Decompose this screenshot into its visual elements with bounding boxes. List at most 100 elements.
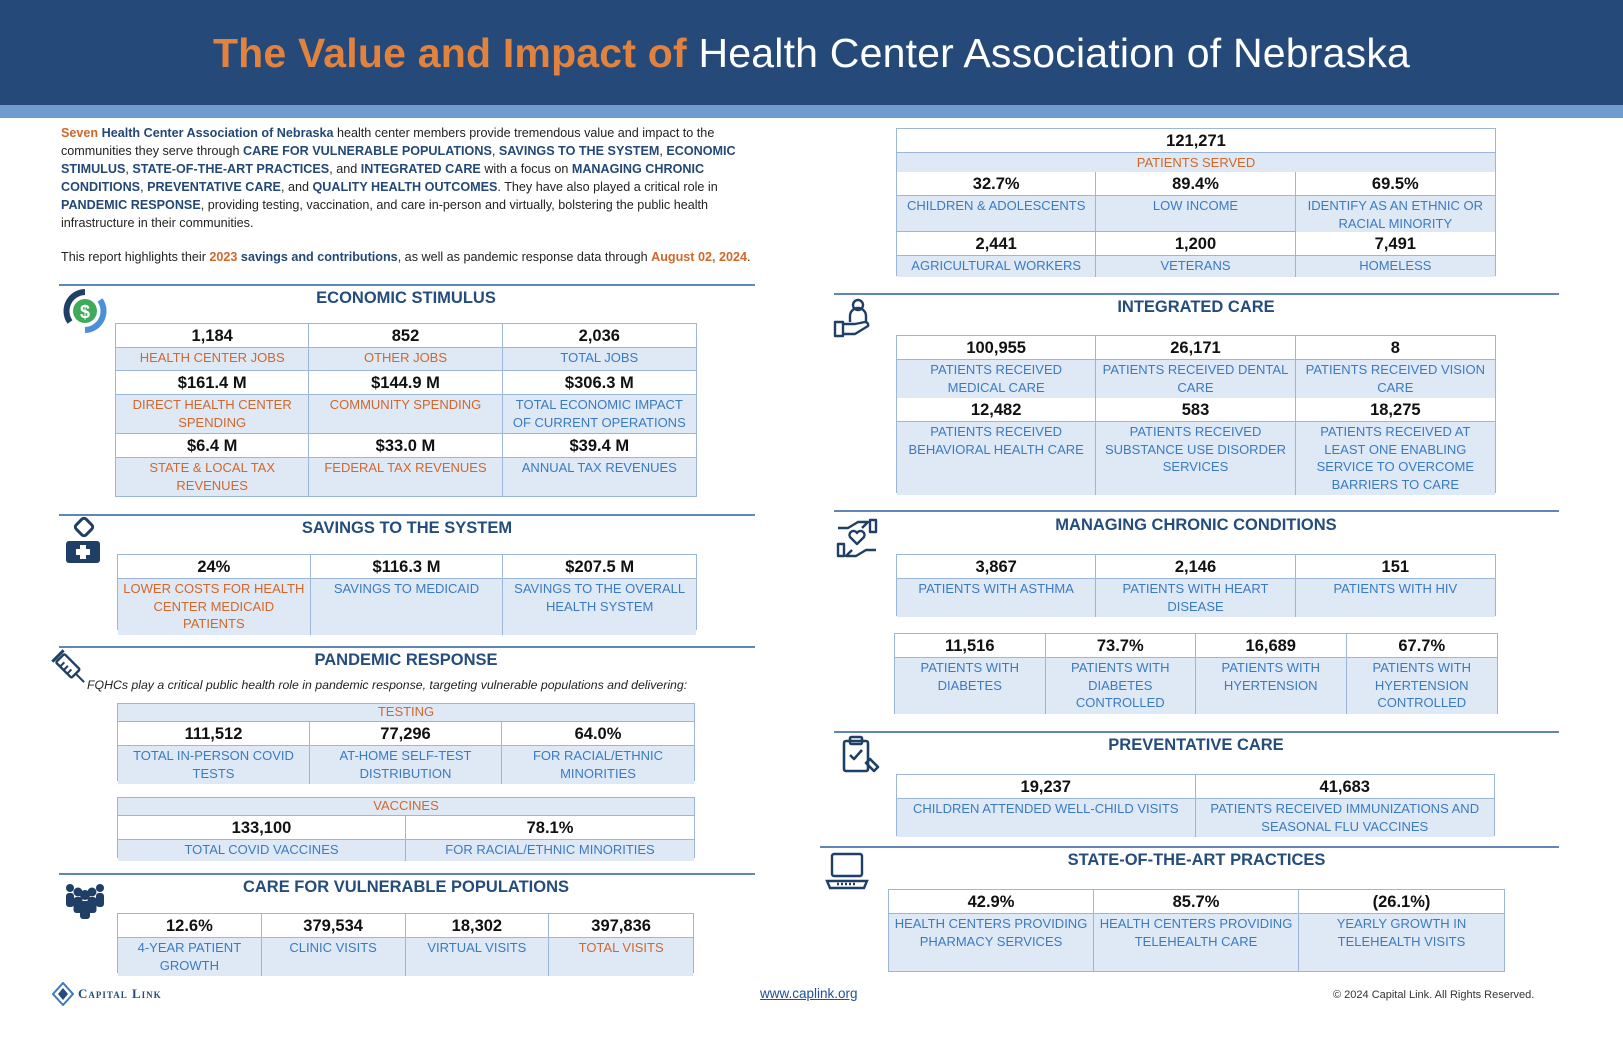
intro-run: CARE FOR VULNERABLE POPULATIONS (243, 144, 492, 158)
header-stripe (0, 105, 1623, 118)
intro-run: MANAGING CHRONIC CONDITIONS (61, 162, 705, 194)
stateart-stat-value: 85.7% (1094, 890, 1298, 914)
intro-run: . They have also played a critical role … (497, 180, 718, 194)
intro-run: QUALITY HEALTH OUTCOMES (312, 180, 498, 194)
logo-text: Capital Link (78, 986, 162, 1001)
economic-stat-value: $39.4 M (502, 434, 696, 458)
savings-title: SAVINGS TO THE SYSTEM (301, 519, 513, 537)
patients-stat-label: LOW INCOME (1096, 196, 1295, 231)
savings-stat-value: $116.3 M (310, 555, 503, 579)
vulnerable-rule (59, 873, 755, 875)
savings-rule (59, 514, 755, 516)
savings-stat-cell: 24% LOWER COSTS FOR HEALTH CENTER MEDICAI… (118, 555, 311, 635)
chronic-stat-cell: 11,516 PATIENTS WITH DIABETES (895, 634, 1046, 714)
intro-run: , as well as pandemic response data thro… (397, 250, 652, 264)
savings-stat-label: SAVINGS TO THE OVERALL HEALTH SYSTEM (503, 579, 696, 635)
preventative-rule (834, 731, 1559, 733)
economic-stat-label: FEDERAL TAX REVENUES (309, 458, 502, 496)
economic-stat-value: 1,184 (116, 324, 309, 348)
integrated-stat-label: PATIENTS RECEIVED MEDICAL CARE (897, 360, 1096, 398)
chronic-stat-value: 3,867 (897, 555, 1096, 579)
intro-run: Seven (61, 126, 102, 140)
economic-stat-label: TOTAL JOBS (502, 348, 696, 370)
chronic-title: MANAGING CHRONIC CONDITIONS (1055, 516, 1337, 534)
integrated-stat-label: PATIENTS RECEIVED SUBSTANCE USE DISORDER… (1096, 422, 1295, 495)
intro-run: health center members provide tremendous… (61, 126, 715, 158)
intro-run: PREVENTATIVE CARE (147, 180, 281, 194)
vaccine-stat-cell: 78.1% FOR RACIAL/ETHNIC MINORITIES (406, 816, 694, 861)
economic-stat-value: 2,036 (502, 324, 696, 348)
patients-stat-cell: 32.7% CHILDREN & ADOLESCENTS (897, 172, 1097, 232)
vulnerable-stat-label: VIRTUAL VISITS (405, 938, 549, 976)
stateart-stat-cell: 85.7% HEALTH CENTERS PROVIDING TELEHEALTH… (1094, 890, 1299, 971)
patients-total-cell: 121,271 PATIENTS SERVED (897, 129, 1495, 174)
intro-run: with a focus on (480, 162, 572, 176)
chronic-stat-label: PATIENTS WITH HYERTENSION (1196, 658, 1346, 714)
diamond-logo-icon (52, 982, 74, 1006)
savings-stat-label: LOWER COSTS FOR HEALTH CENTER MEDICAID P… (118, 579, 310, 635)
chronic-stat-label: PATIENTS WITH HEART DISEASE (1096, 579, 1295, 617)
savings-stat-cell: $116.3 M SAVINGS TO MEDICAID (310, 555, 504, 635)
integrated-stat-value: 100,955 (897, 336, 1096, 360)
patients-total-value: 121,271 (897, 129, 1495, 153)
integrated-stat-cell: 583 PATIENTS RECEIVED SUBSTANCE USE DISOR… (1096, 398, 1296, 495)
patients-stat-cell: 7,491 HOMELESS (1295, 232, 1495, 277)
savings-stat-label: SAVINGS TO MEDICAID (310, 579, 503, 635)
chronic-stat-value: 16,689 (1196, 634, 1346, 658)
page-header: The Value and Impact of Health Center As… (0, 0, 1623, 105)
economic-stat-label: TOTAL ECONOMIC IMPACT OF CURRENT OPERATI… (502, 395, 696, 433)
integrated-stat-label: PATIENTS RECEIVED BEHAVIORAL HEALTH CARE (897, 422, 1096, 495)
economic-grid: 1,184 HEALTH CENTER JOBS 852 OTHER JOBS 2,03… (115, 323, 697, 497)
patients-grid: 32.7% CHILDREN & ADOLESCENTS 89.4% LOW INCO… (897, 172, 1495, 277)
economic-stat-value: $161.4 M (116, 371, 309, 395)
integrated-stat-label: PATIENTS RECEIVED AT LEAST ONE ENABLING … (1295, 422, 1495, 495)
patients-total-label: PATIENTS SERVED (897, 153, 1495, 174)
intro-run: PANDEMIC RESPONSE (61, 198, 201, 212)
preventative-stat-value: 41,683 (1195, 775, 1494, 799)
chronic-stat-value: 73.7% (1045, 634, 1195, 658)
savings-stat-cell: $207.5 M SAVINGS TO THE OVERALL HEALTH SY… (503, 555, 696, 635)
patients-stat-value: 1,200 (1096, 232, 1295, 256)
pandemic-rule (59, 646, 755, 648)
svg-text:$: $ (80, 302, 90, 322)
economic-stat-cell: 1,184 HEALTH CENTER JOBS (116, 324, 310, 371)
intro-run: savings and contributions (237, 250, 398, 264)
intro-text: Seven Health Center Association of Nebra… (61, 124, 781, 266)
hands-heart-icon (836, 518, 878, 558)
title-rest: Health Center Association of Nebraska (698, 30, 1411, 76)
intro-run: , (125, 162, 133, 176)
economic-stat-cell: $33.0 M FEDERAL TAX REVENUES (309, 434, 503, 496)
integrated-stat-cell: 8 PATIENTS RECEIVED VISION CARE (1295, 336, 1495, 398)
vulnerable-grid: 12.6% 4-YEAR PATIENT GROWTH 379,534 CLINIC … (117, 913, 694, 976)
patients-stat-cell: 2,441 AGRICULTURAL WORKERS (897, 232, 1097, 277)
clipboard-check-icon (842, 735, 880, 773)
vulnerable-stat-value: 379,534 (261, 914, 405, 938)
chronic-stat-label: PATIENTS WITH DIABETES (895, 658, 1045, 714)
vaccines-grid: 133,100 TOTAL COVID VACCINES 78.1% FOR RACI… (117, 815, 695, 861)
vulnerable-stat-label: TOTAL VISITS (549, 938, 693, 976)
intro-run: INTEGRATED CARE (360, 162, 481, 176)
stateart-stat-value: 42.9% (889, 890, 1093, 914)
economic-stat-label: ANNUAL TAX REVENUES (502, 458, 696, 496)
preventative-title: PREVENTATIVE CARE (1108, 736, 1284, 754)
intro-run: SAVINGS TO THE SYSTEM (498, 144, 660, 158)
economic-stat-label: STATE & LOCAL TAX REVENUES (116, 458, 309, 496)
intro-run: This report highlights their (61, 250, 210, 264)
patients-stat-cell: 1,200 VETERANS (1096, 232, 1296, 277)
stateart-title: STATE-OF-THE-ART PRACTICES (1067, 851, 1326, 869)
stateart-stat-value: (26.1%) (1299, 890, 1504, 914)
chronic-stat-label: PATIENTS WITH ASTHMA (897, 579, 1096, 617)
stateart-stat-cell: (26.1%) YEARLY GROWTH IN TELEHEALTH VISIT… (1299, 890, 1504, 971)
chronic-grid-2: 11,516 PATIENTS WITH DIABETES 73.7% PATIENT… (894, 633, 1498, 714)
vaccine-stat-cell: 133,100 TOTAL COVID VACCINES (118, 816, 406, 861)
integrated-title: INTEGRATED CARE (1117, 298, 1275, 316)
vaccine-stat-label: TOTAL COVID VACCINES (118, 840, 405, 861)
preventative-stat-label: PATIENTS RECEIVED IMMUNIZATIONS AND SEAS… (1195, 799, 1494, 837)
economic-stat-label: COMMUNITY SPENDING (309, 395, 502, 433)
caplink-link[interactable]: www.caplink.org (760, 986, 858, 1001)
vulnerable-stat-label: 4-YEAR PATIENT GROWTH (118, 938, 261, 976)
preventative-stat-cell: 41,683 PATIENTS RECEIVED IMMUNIZATIONS AN… (1195, 775, 1494, 837)
vulnerable-stat-value: 397,836 (549, 914, 693, 938)
intro-run: , and (280, 180, 313, 194)
economic-stat-cell: $144.9 M COMMUNITY SPENDING (309, 371, 503, 434)
